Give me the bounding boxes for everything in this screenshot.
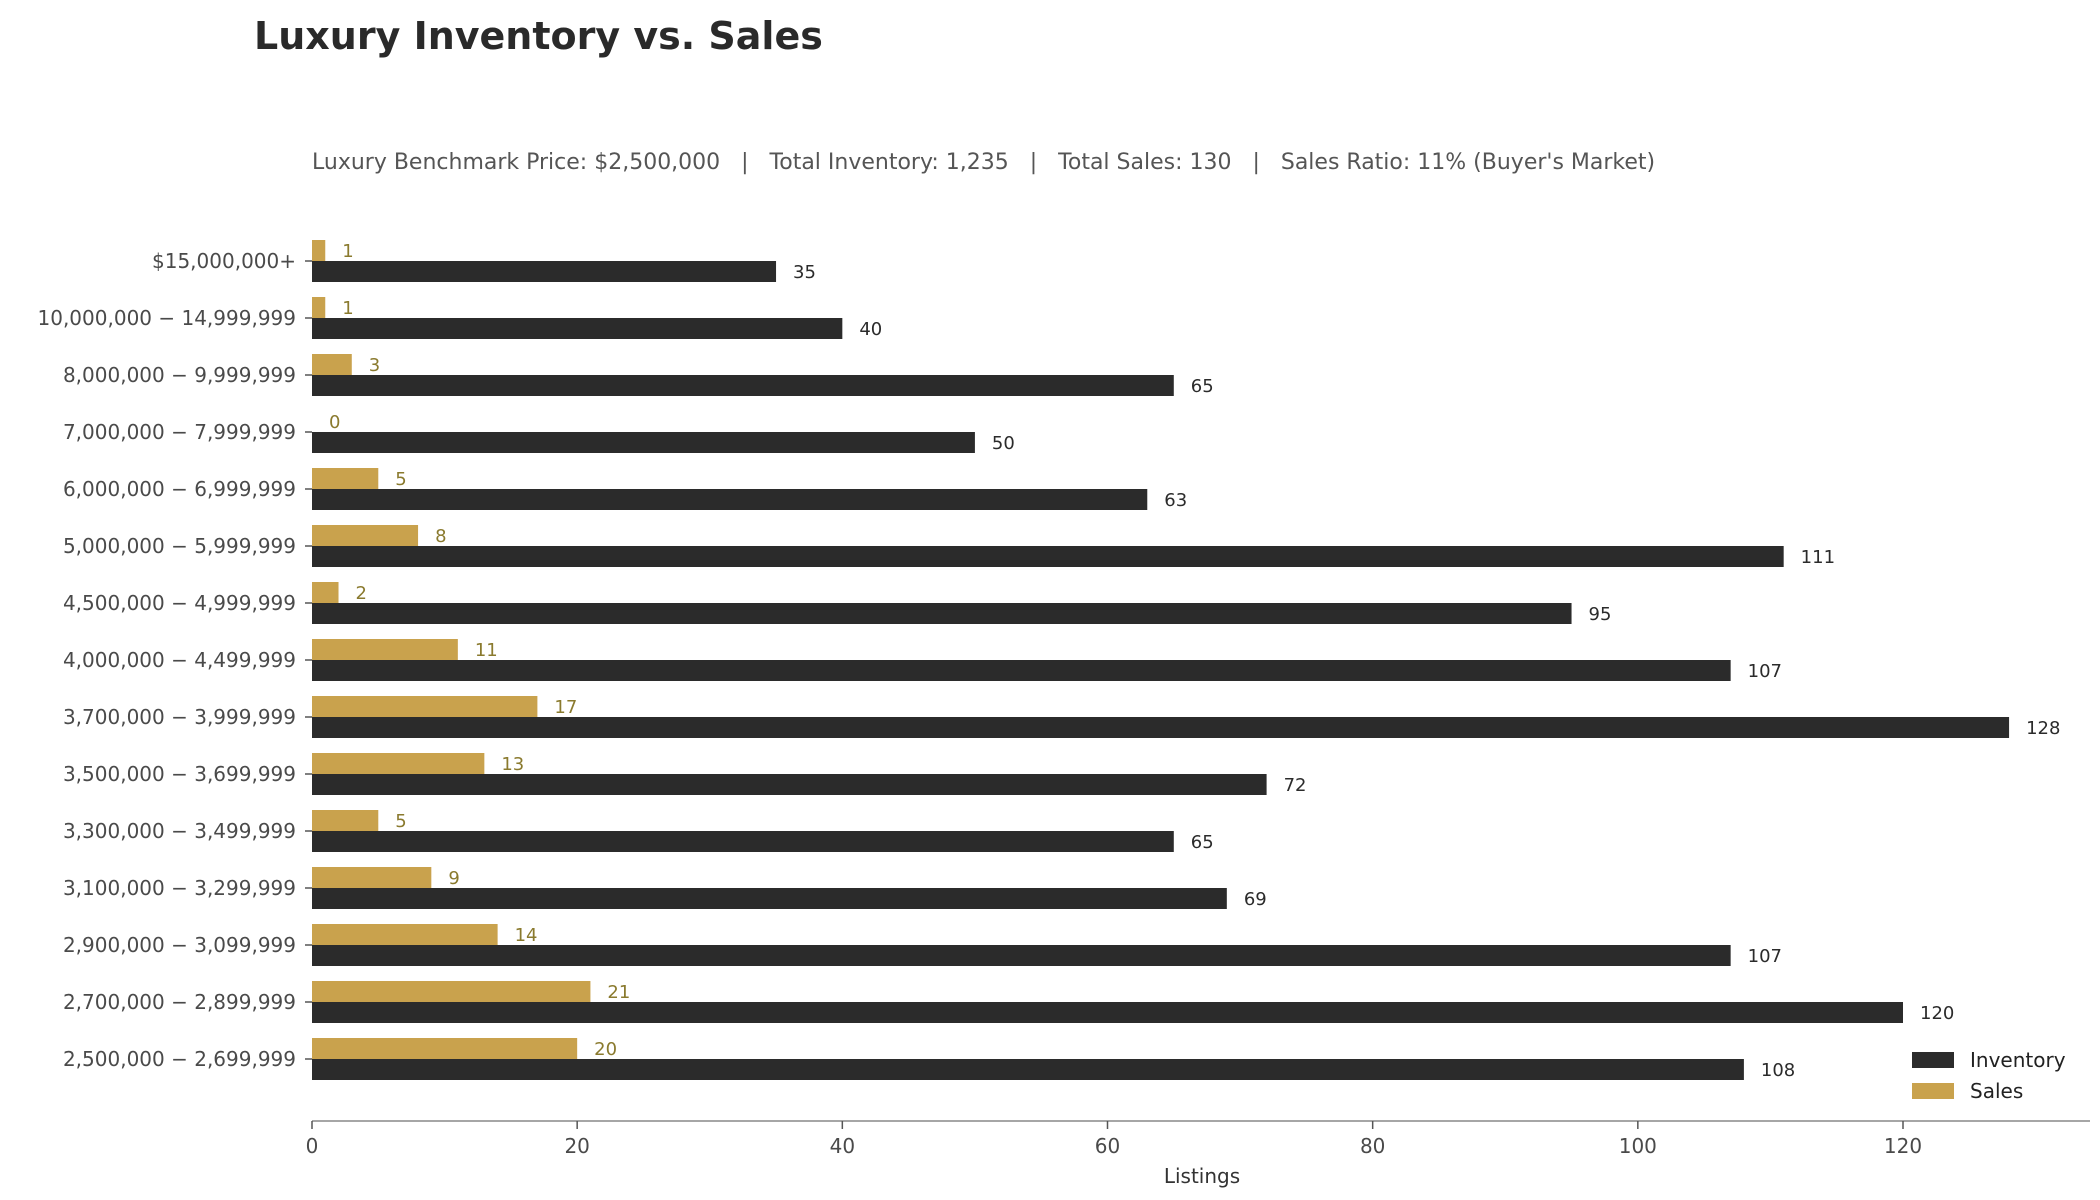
y-tick-label: 6,000,000 − 6,999,999 xyxy=(63,477,296,501)
sales-value-label: 5 xyxy=(395,811,406,832)
sales-bar xyxy=(312,867,432,888)
sales-bar xyxy=(312,753,485,774)
inventory-value-label: 35 xyxy=(793,262,816,283)
y-tick-label: 7,000,000 − 7,999,999 xyxy=(63,420,296,444)
inventory-value-label: 107 xyxy=(1748,661,1782,682)
y-tick-label: 4,000,000 − 4,499,999 xyxy=(63,648,296,672)
inventory-value-label: 95 xyxy=(1589,604,1612,625)
inventory-bar xyxy=(312,489,1148,510)
inventory-bar xyxy=(312,660,1731,681)
legend-sales-swatch xyxy=(1912,1083,1954,1099)
legend-inventory-swatch xyxy=(1912,1052,1954,1068)
y-tick-label: 2,900,000 − 3,099,999 xyxy=(63,933,296,957)
inventory-value-label: 69 xyxy=(1244,889,1267,910)
sales-bar xyxy=(312,639,458,660)
sales-bar xyxy=(312,924,498,945)
sales-value-label: 1 xyxy=(342,241,353,262)
x-tick-label: 20 xyxy=(564,1134,589,1158)
sales-bar xyxy=(312,468,379,489)
inventory-bar xyxy=(312,717,2010,738)
sales-value-label: 1 xyxy=(342,298,353,319)
x-axis-title: Listings xyxy=(1164,1164,1240,1188)
y-tick-label: 2,500,000 − 2,699,999 xyxy=(63,1047,296,1071)
sales-bar xyxy=(312,1038,578,1059)
inventory-value-label: 40 xyxy=(859,319,882,340)
inventory-bar xyxy=(312,945,1731,966)
legend-inventory-label: Inventory xyxy=(1970,1048,2066,1072)
sales-value-label: 13 xyxy=(501,754,524,775)
inventory-bar xyxy=(312,603,1572,624)
inventory-value-label: 107 xyxy=(1748,946,1782,967)
y-tick-label: 10,000,000 − 14,999,999 xyxy=(38,306,297,330)
inventory-value-label: 108 xyxy=(1761,1060,1795,1081)
y-tick-label: 8,000,000 − 9,999,999 xyxy=(63,363,296,387)
x-tick-label: 0 xyxy=(306,1134,319,1158)
y-tick-label: 3,700,000 − 3,999,999 xyxy=(63,705,296,729)
x-tick-label: 60 xyxy=(1095,1134,1120,1158)
inventory-value-label: 65 xyxy=(1191,376,1214,397)
sales-bar xyxy=(312,981,591,1002)
chart-title: Luxury Inventory vs. Sales xyxy=(254,14,823,58)
sales-value-label: 9 xyxy=(448,868,459,889)
x-tick-label: 40 xyxy=(830,1134,855,1158)
y-tick-label: 3,100,000 − 3,299,999 xyxy=(63,876,296,900)
x-tick-label: 100 xyxy=(1619,1134,1657,1158)
inventory-value-label: 65 xyxy=(1191,832,1214,853)
y-tick-label: 3,300,000 − 3,499,999 xyxy=(63,819,296,843)
sales-value-label: 3 xyxy=(369,355,380,376)
sales-value-label: 0 xyxy=(329,412,340,433)
inventory-bar xyxy=(312,774,1267,795)
sales-bar xyxy=(312,525,419,546)
y-tick-label: 5,000,000 − 5,999,999 xyxy=(63,534,296,558)
sales-value-label: 20 xyxy=(594,1039,617,1060)
inventory-bar xyxy=(312,375,1174,396)
sales-bar xyxy=(312,297,326,318)
x-tick-label: 80 xyxy=(1360,1134,1385,1158)
inventory-value-label: 111 xyxy=(1801,547,1835,568)
y-tick-label: 3,500,000 − 3,699,999 xyxy=(63,762,296,786)
sales-value-label: 21 xyxy=(607,982,630,1003)
inventory-value-label: 63 xyxy=(1164,490,1187,511)
inventory-bar xyxy=(312,546,1784,567)
sales-value-label: 11 xyxy=(475,640,498,661)
sales-value-label: 2 xyxy=(356,583,367,604)
y-tick-label: 2,700,000 − 2,899,999 xyxy=(63,990,296,1014)
inventory-value-label: 72 xyxy=(1284,775,1307,796)
legend-sales-label: Sales xyxy=(1970,1079,2023,1103)
y-tick-label: 4,500,000 − 4,999,999 xyxy=(63,591,296,615)
inventory-bar xyxy=(312,831,1174,852)
sales-bar xyxy=(312,696,538,717)
sales-value-label: 5 xyxy=(395,469,406,490)
inventory-bar xyxy=(312,432,975,453)
sales-bar xyxy=(312,810,379,831)
inventory-bar xyxy=(312,888,1227,909)
inventory-bar xyxy=(312,1059,1744,1080)
inventory-value-label: 50 xyxy=(992,433,1015,454)
x-tick-label: 120 xyxy=(1884,1134,1922,1158)
inventory-value-label: 120 xyxy=(1920,1003,1954,1024)
inventory-value-label: 128 xyxy=(2026,718,2060,739)
sales-value-label: 17 xyxy=(554,697,577,718)
sales-bar xyxy=(312,354,352,375)
inventory-bar xyxy=(312,261,777,282)
inventory-bar xyxy=(312,1002,1903,1023)
sales-value-label: 8 xyxy=(435,526,446,547)
y-tick-label: $15,000,000+ xyxy=(152,249,296,273)
sales-value-label: 14 xyxy=(515,925,538,946)
sales-bar xyxy=(312,240,326,261)
chart-subtitle: Luxury Benchmark Price: $2,500,000 | Tot… xyxy=(312,150,1656,175)
inventory-bar xyxy=(312,318,843,339)
sales-bar xyxy=(312,582,339,603)
